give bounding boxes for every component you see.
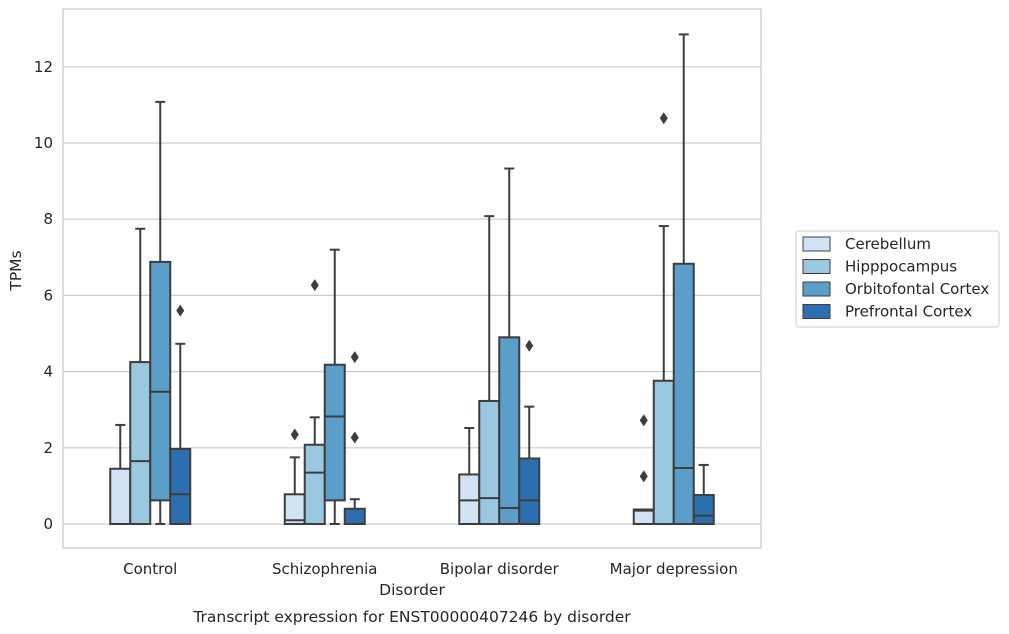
- box-group: [343, 351, 366, 526]
- outlier-point: [290, 428, 299, 441]
- box: [458, 473, 481, 525]
- x-tick-label: Bipolar disorder: [440, 560, 560, 578]
- legend-swatch: [802, 259, 831, 274]
- box: [303, 443, 326, 526]
- x-tick-label: Schizophrenia: [272, 560, 377, 578]
- box-group: [323, 248, 346, 525]
- box-group: [692, 463, 715, 526]
- y-tick-label: 2: [43, 439, 53, 457]
- outlier-point: [350, 351, 359, 364]
- y-tick-label: 12: [34, 58, 53, 76]
- chart-caption: Transcript expression for ENST0000040724…: [192, 608, 631, 626]
- legend-label: Cerebellum: [845, 235, 931, 253]
- box-group: [169, 304, 192, 525]
- y-tick-label: 0: [43, 515, 53, 533]
- box-group: [283, 428, 306, 526]
- outlier-point: [659, 112, 668, 125]
- legend-label: Orbitofontal Cortex: [845, 280, 989, 298]
- legend: Cerebellum Hipppocampus Orbitofontal Corte…: [795, 230, 1000, 328]
- box: [652, 379, 675, 525]
- outlier-point: [525, 339, 534, 352]
- legend-label: Hipppocampus: [845, 258, 957, 276]
- x-tick-labels: Control Schizophrenia Bipolar disorder Majo…: [123, 560, 738, 578]
- box: [632, 508, 655, 526]
- box: [323, 363, 346, 502]
- box-group: [149, 100, 172, 525]
- box-group: [498, 167, 521, 525]
- box-group: [458, 426, 481, 525]
- box: [478, 399, 501, 526]
- box: [692, 494, 715, 526]
- box-group: [652, 112, 675, 525]
- outlier-point: [639, 470, 648, 483]
- box-group: [672, 33, 695, 525]
- x-tick-label: Major depression: [610, 560, 738, 578]
- box-layer: [109, 33, 715, 526]
- legend-label: Prefrontal Cortex: [845, 303, 972, 321]
- outlier-point: [176, 304, 185, 317]
- box-group: [632, 414, 655, 526]
- x-axis-label: Disorder: [379, 581, 445, 599]
- box: [498, 336, 521, 525]
- box-group: [129, 227, 152, 526]
- box: [169, 447, 192, 525]
- plot-frame: [62, 8, 762, 549]
- outlier-point: [310, 279, 319, 292]
- legend-swatch: [802, 304, 831, 319]
- y-tick-label: 4: [43, 363, 53, 381]
- box: [129, 361, 152, 526]
- box-group: [109, 423, 132, 526]
- y-tick-label: 8: [43, 210, 53, 228]
- outlier-point: [639, 414, 648, 427]
- outlier-point: [350, 431, 359, 444]
- box: [343, 507, 366, 526]
- y-axis-label: TPMs: [7, 250, 25, 291]
- box: [672, 262, 695, 525]
- y-tick-label: 6: [43, 286, 53, 304]
- y-tick-labels: 0 2 4 6 8 10 12: [34, 58, 53, 533]
- y-tick-label: 10: [34, 134, 53, 152]
- box-group: [478, 215, 501, 526]
- box: [518, 457, 541, 525]
- legend-swatch: [802, 236, 831, 252]
- box-group: [303, 279, 326, 526]
- box: [149, 260, 172, 502]
- legend-frame: [795, 230, 1000, 328]
- x-tick-label: Control: [123, 560, 177, 578]
- box: [109, 467, 132, 526]
- legend-swatch: [802, 281, 831, 297]
- box-group: [518, 339, 541, 525]
